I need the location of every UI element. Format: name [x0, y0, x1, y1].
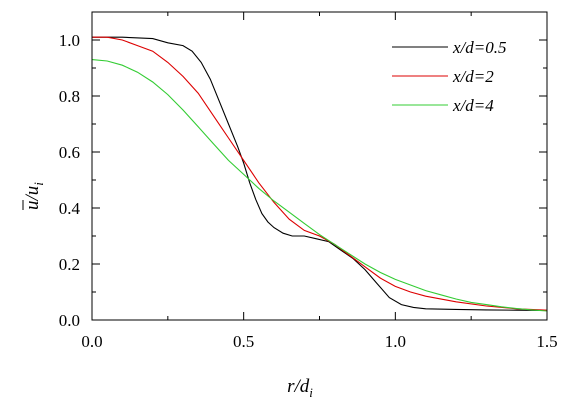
x-axis-title-subscript: i — [309, 385, 313, 400]
y-axis-title-numerator: u — [22, 201, 43, 211]
series-line-1 — [92, 36, 548, 312]
y-tick-label: 0.4 — [59, 199, 81, 218]
x-tick-label: 1.5 — [536, 332, 557, 351]
axis-ticks — [91, 12, 548, 321]
y-tick-label: 1.0 — [59, 31, 80, 50]
series-line-3 — [91, 59, 548, 312]
series-line-2 — [92, 36, 548, 311]
x-axis-title: r/di — [287, 376, 313, 400]
y-tick-label: 0.6 — [59, 143, 80, 162]
x-tick-label: 1.0 — [385, 332, 406, 351]
x-tick-label: 0.5 — [233, 332, 254, 351]
tick-labels: 0.0 0.5 1.0 1.5 0.0 0.2 0.4 0.6 0.8 1.0 — [59, 31, 558, 351]
y-tick-label: 0.2 — [59, 255, 80, 274]
legend-label-1: x/d=0.5 — [452, 38, 507, 57]
series-layer — [91, 36, 548, 312]
y-tick-label: 0.0 — [59, 311, 80, 330]
y-axis-title-slash: / — [22, 194, 43, 202]
x-tick-label: 0.0 — [81, 332, 102, 351]
legend-label-3: x/d=4 — [452, 96, 494, 115]
svg-text:u/ui: u/ui — [22, 182, 46, 210]
y-axis-title-denominator: u — [22, 186, 43, 196]
legend-label-2: x/d=2 — [452, 67, 494, 86]
y-axis-title-subscript: i — [31, 182, 46, 186]
plot-frame — [91, 11, 548, 321]
y-tick-label: 0.8 — [59, 87, 80, 106]
x-axis-title-main: r/d — [287, 376, 310, 397]
y-axis-title: u/ui — [22, 182, 46, 210]
legend: x/d=0.5 x/d=2 x/d=4 — [392, 38, 507, 115]
